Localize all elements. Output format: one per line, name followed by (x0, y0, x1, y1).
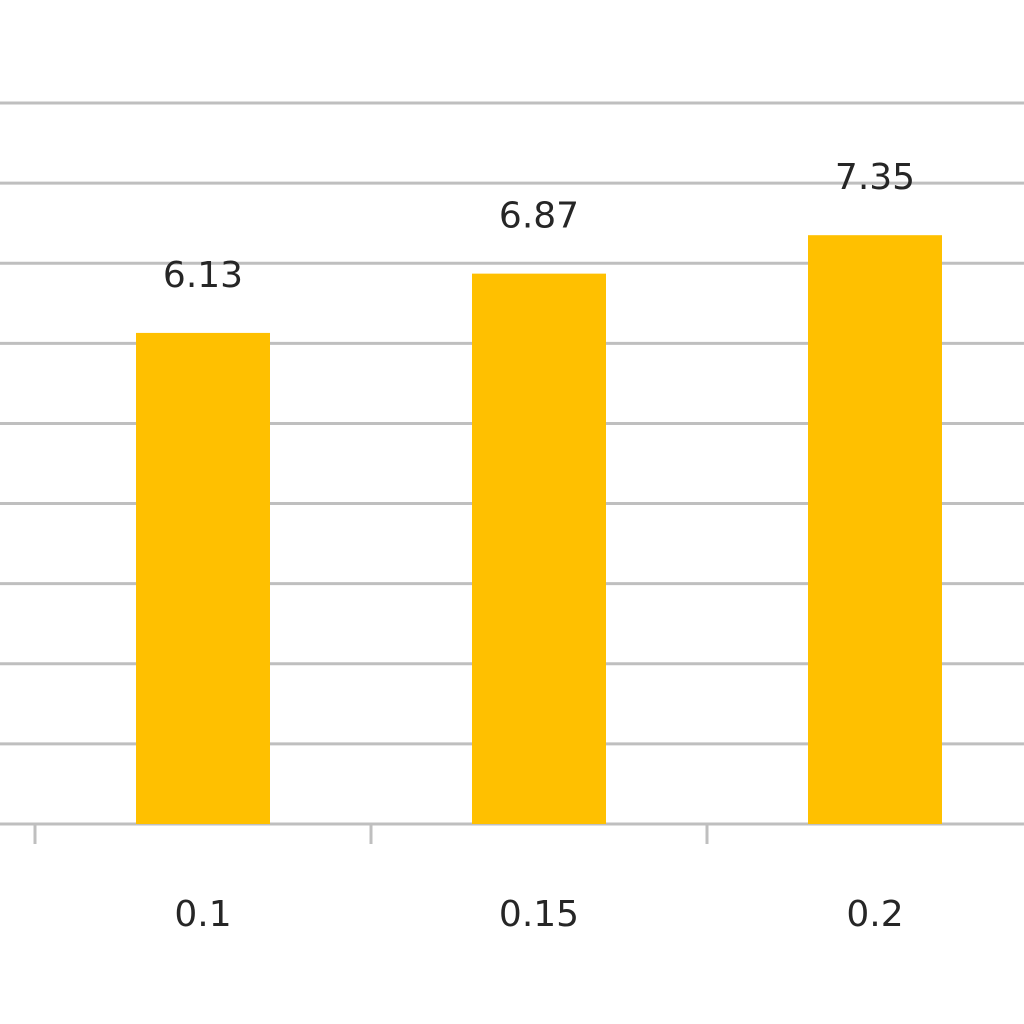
bar (136, 332, 270, 824)
value-label: 6.13 (163, 255, 243, 296)
x-tick-label: 0.15 (499, 894, 579, 935)
x-tick-label: 0.1 (174, 894, 231, 935)
value-label: 7.35 (835, 157, 915, 198)
x-tick-label: 0.2 (846, 894, 903, 935)
bar (472, 273, 606, 824)
bar (808, 235, 942, 824)
value-label: 6.87 (499, 196, 579, 237)
